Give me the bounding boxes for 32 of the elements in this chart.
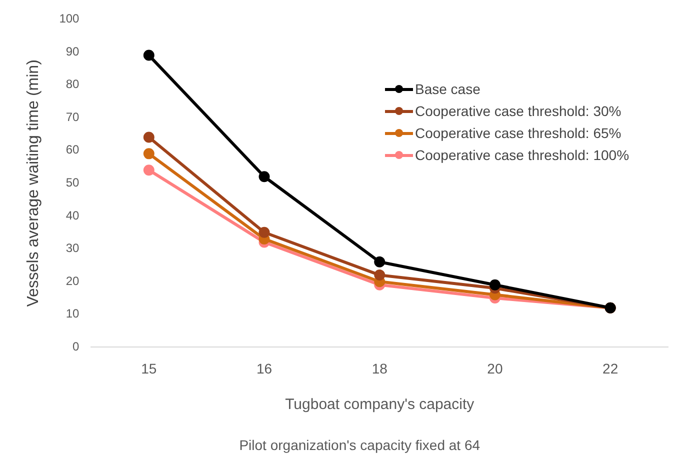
y-tick-label: 100 xyxy=(59,12,80,26)
point xyxy=(258,171,270,182)
x-tick-label: 18 xyxy=(372,360,388,376)
y-tick-label: 90 xyxy=(66,44,80,58)
y-tick-label: 10 xyxy=(66,306,80,321)
x-tick-label: 16 xyxy=(256,360,272,376)
x-axis-title: Tugboat company's capacity xyxy=(285,396,475,414)
legend-label: Cooperative case threshold: 100% xyxy=(415,147,630,163)
y-tick-label: 0 xyxy=(72,340,80,354)
text: Pilot organization's capacity fixed at 64 xyxy=(239,437,480,453)
y-tick-label: 80 xyxy=(66,77,80,92)
point xyxy=(489,279,500,290)
y-tick-label: 60 xyxy=(66,142,80,157)
point xyxy=(374,270,386,281)
point xyxy=(374,256,386,268)
x-tick-label: 20 xyxy=(487,360,503,376)
y-tick-label: 70 xyxy=(66,110,80,124)
point xyxy=(143,164,154,176)
y-tick-label: 30 xyxy=(66,241,80,256)
y-tick-label: 40 xyxy=(66,208,80,222)
legend-label: Cooperative case threshold: 65% xyxy=(415,125,622,141)
point xyxy=(258,226,270,238)
x-tick-label: 22 xyxy=(602,360,618,376)
y-axis-title: Vessels average waiting time (min) xyxy=(25,60,42,307)
point xyxy=(143,132,154,143)
legend-label: Cooperative case threshold: 30% xyxy=(415,103,622,119)
y-tick-label: 50 xyxy=(66,176,80,190)
y-tick-label: 20 xyxy=(66,274,80,288)
legend-label: Base case xyxy=(415,81,480,97)
point xyxy=(143,50,154,61)
point xyxy=(143,148,154,160)
x-tick-label: 15 xyxy=(141,360,157,376)
